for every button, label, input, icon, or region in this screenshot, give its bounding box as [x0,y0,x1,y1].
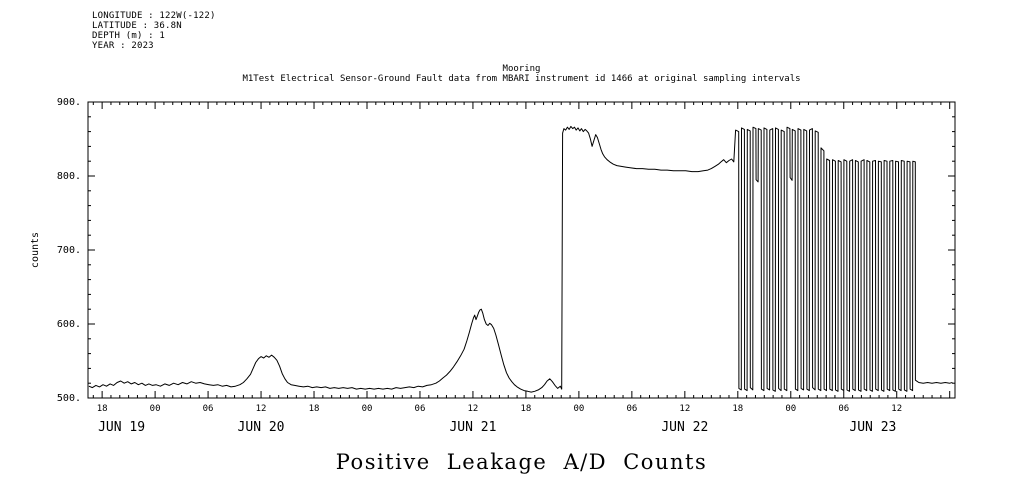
x-hour-tick-label: 18 [732,404,743,414]
chart-title-block: Mooring M1Test Electrical Sensor-Ground … [88,64,955,84]
y-tick-label: 600. [57,319,81,330]
x-date-label: JUN 19 [98,420,145,435]
chart-title: Mooring [502,64,541,74]
chart-subtitle: M1Test Electrical Sensor-Ground Fault da… [242,74,801,84]
x-hour-tick-label: 00 [573,404,584,414]
x-hour-tick-label: 06 [626,404,637,414]
latitude-label: LATITUDE : 36.8N [92,21,182,31]
x-hour-tick-label: 12 [891,404,902,414]
y-tick-label: 500. [57,393,81,404]
x-date-label: JUN 21 [449,420,496,435]
y-axis-label: counts [30,232,41,268]
data-series-line [88,125,953,393]
metadata-block: LONGITUDE : 122W(-122) LATITUDE : 36.8N … [92,11,216,51]
x-hour-tick-label: 12 [679,404,690,414]
x-hour-tick-label: 18 [520,404,531,414]
x-hour-tick-label: 00 [785,404,796,414]
longitude-label: LONGITUDE : 122W(-122) [92,11,216,21]
x-hour-tick-label: 12 [468,404,479,414]
x-hour-tick-label: 06 [203,404,214,414]
y-tick-label: 900. [57,97,81,108]
x-hour-tick-label: 06 [415,404,426,414]
x-date-label: JUN 23 [849,420,896,435]
year-label: YEAR : 2023 [92,41,154,51]
x-hour-tick-label: 12 [256,404,267,414]
x-hour-tick-label: 06 [838,404,849,414]
x-hour-tick-label: 00 [362,404,373,414]
y-tick-label: 800. [57,171,81,182]
depth-label: DEPTH (m) : 1 [92,31,166,41]
x-date-label: JUN 22 [661,420,708,435]
x-date-label: JUN 20 [238,420,285,435]
x-hour-tick-label: 00 [150,404,161,414]
x-hour-tick-label: 18 [309,404,320,414]
x-hour-tick-label: 18 [97,404,108,414]
plot-border [87,101,956,399]
y-tick-label: 700. [57,245,81,256]
chart-bottom-title: Positive Leakage A/D Counts [335,450,708,474]
